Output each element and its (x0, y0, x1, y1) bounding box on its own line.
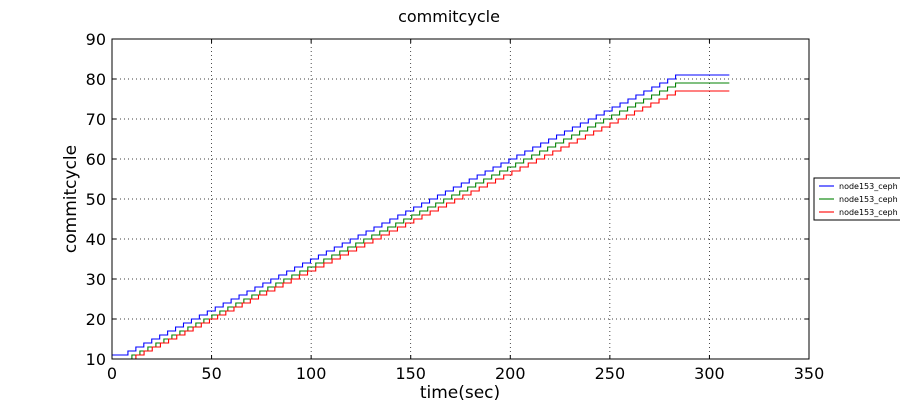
y-axis-label: commitcycle (61, 145, 81, 253)
series-line-2 (112, 82, 730, 360)
legend: node153_ceph node153_ceph node153_ceph (813, 177, 900, 221)
x-tick-labels: 0 50 100 150 200 250 300 350 (107, 364, 824, 383)
y-tick-labels: 10 20 30 40 50 60 70 80 90 (86, 30, 106, 369)
y-tick-label: 10 (86, 350, 106, 369)
series-line-3 (112, 90, 730, 360)
y-tick-label: 20 (86, 310, 106, 329)
y-tick-label: 80 (86, 70, 106, 89)
x-tick-label: 200 (495, 364, 526, 383)
axis-ticks (111, 38, 810, 360)
y-tick-label: 60 (86, 150, 106, 169)
legend-label: node153_ceph (839, 195, 898, 204)
x-tick-label: 150 (395, 364, 426, 383)
legend-label: node153_ceph (839, 208, 898, 217)
y-tick-label: 90 (86, 30, 106, 49)
y-tick-label: 70 (86, 110, 106, 129)
x-tick-label: 300 (694, 364, 725, 383)
y-tick-label: 30 (86, 270, 106, 289)
x-tick-label: 50 (201, 364, 221, 383)
legend-label: node153_ceph (839, 182, 898, 191)
series-line-1 (112, 74, 730, 356)
series-layer (112, 74, 730, 360)
x-tick-label: 350 (794, 364, 825, 383)
y-tick-label: 50 (86, 190, 106, 209)
x-tick-label: 250 (595, 364, 626, 383)
x-axis-label: time(sec) (420, 383, 500, 400)
x-tick-label: 100 (296, 364, 327, 383)
x-tick-label: 0 (107, 364, 117, 383)
chart-title: commitcycle (398, 7, 500, 26)
y-tick-label: 40 (86, 230, 106, 249)
